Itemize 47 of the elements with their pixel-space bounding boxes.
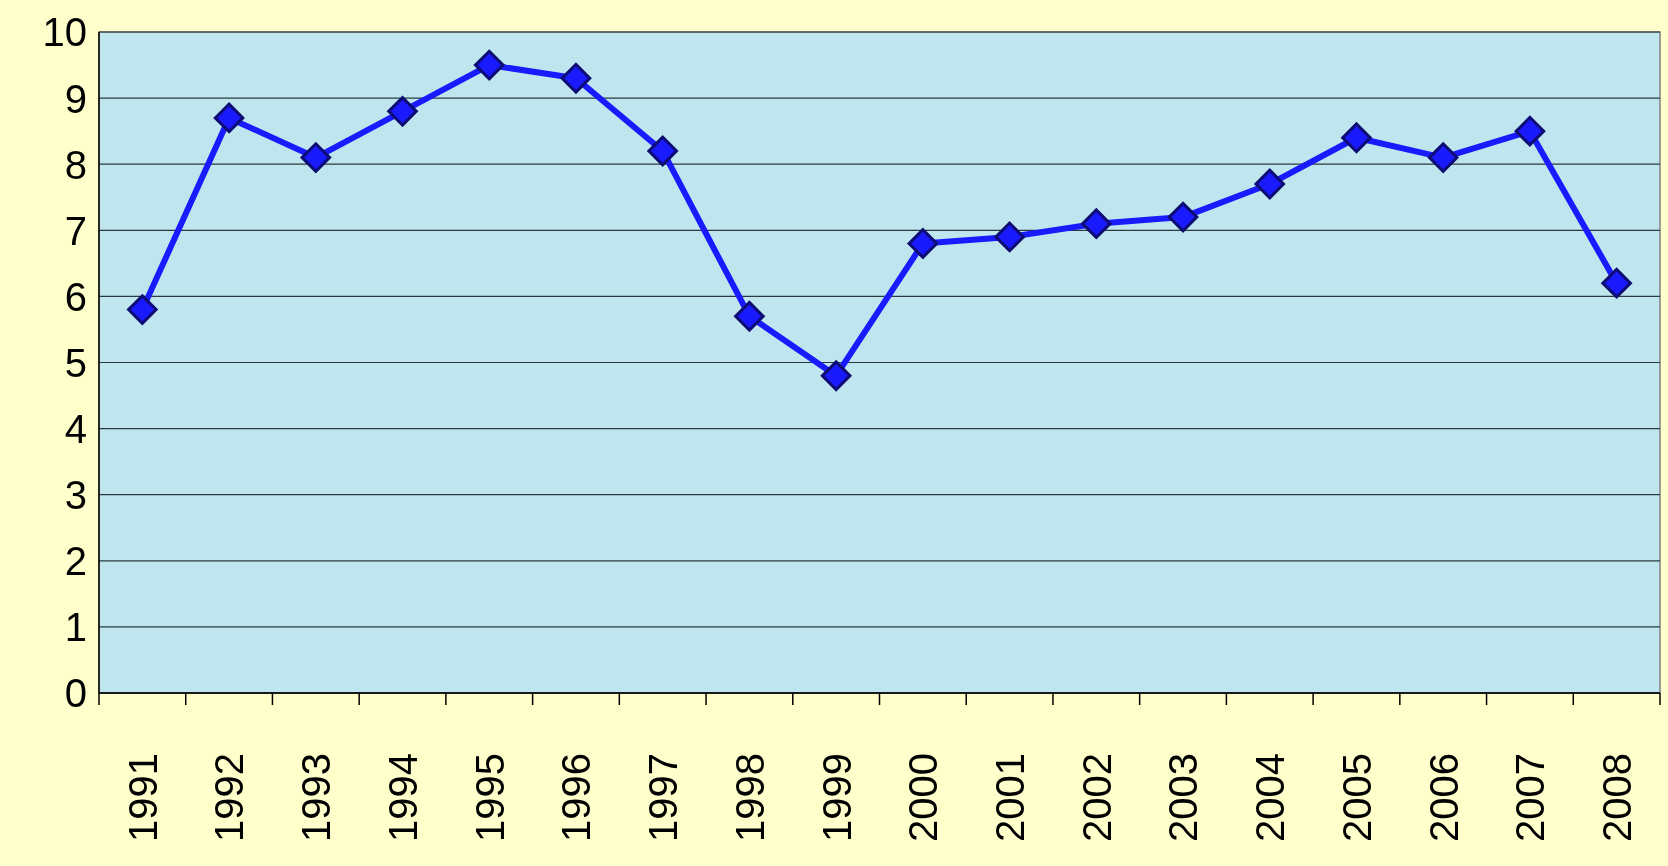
point [1081, 208, 1112, 239]
x-tick-label: 2000 [901, 753, 946, 842]
x-tick-label: 1994 [380, 753, 425, 842]
y-tick-label: 3 [64, 473, 87, 518]
x-tick-label: 2008 [1595, 753, 1640, 842]
point [1427, 142, 1459, 173]
x-tick-label: 1998 [727, 753, 772, 842]
y-tick-label: 4 [64, 407, 87, 451]
point [647, 135, 678, 167]
y-tick-label: 0 [64, 671, 87, 716]
point [1601, 267, 1632, 299]
y-tick-label: 10 [42, 10, 87, 55]
x-tick-label: 2005 [1334, 753, 1379, 842]
point [560, 62, 592, 94]
x-tick-label: 2004 [1248, 753, 1293, 842]
point [387, 96, 418, 127]
x-tick-label: 1992 [207, 753, 252, 842]
point [1254, 168, 1286, 200]
x-tick-label: 1996 [554, 753, 599, 842]
y-tick-label: 1 [64, 605, 87, 650]
x-tick-label: 2006 [1421, 753, 1466, 842]
x-tick-label: 1997 [641, 753, 686, 842]
point [213, 102, 245, 134]
point [734, 300, 765, 332]
point [994, 221, 1025, 253]
y-tick-label: 2 [64, 539, 87, 584]
point [907, 228, 939, 259]
y-tick-label: 9 [64, 76, 87, 121]
point [1341, 122, 1372, 154]
point [1167, 201, 1199, 233]
y-tick-label: 7 [64, 208, 87, 253]
x-tick-label: 2003 [1161, 753, 1206, 842]
x-tick-label: 1993 [294, 753, 339, 842]
point [300, 142, 332, 173]
y-tick-label: 5 [64, 340, 87, 385]
x-tick-label: 2002 [1074, 753, 1119, 842]
point [473, 49, 505, 81]
x-tick-label: 1999 [814, 753, 859, 842]
x-tick-label: 2001 [987, 753, 1032, 842]
point [1514, 115, 1546, 147]
x-tick-label: 1991 [120, 753, 165, 842]
y-tick-label: 8 [64, 142, 87, 187]
x-tick-label: 2007 [1508, 753, 1553, 842]
x-tick-label: 1995 [467, 753, 512, 842]
point [127, 294, 158, 325]
y-tick-label: 6 [64, 274, 87, 319]
point [820, 360, 852, 391]
